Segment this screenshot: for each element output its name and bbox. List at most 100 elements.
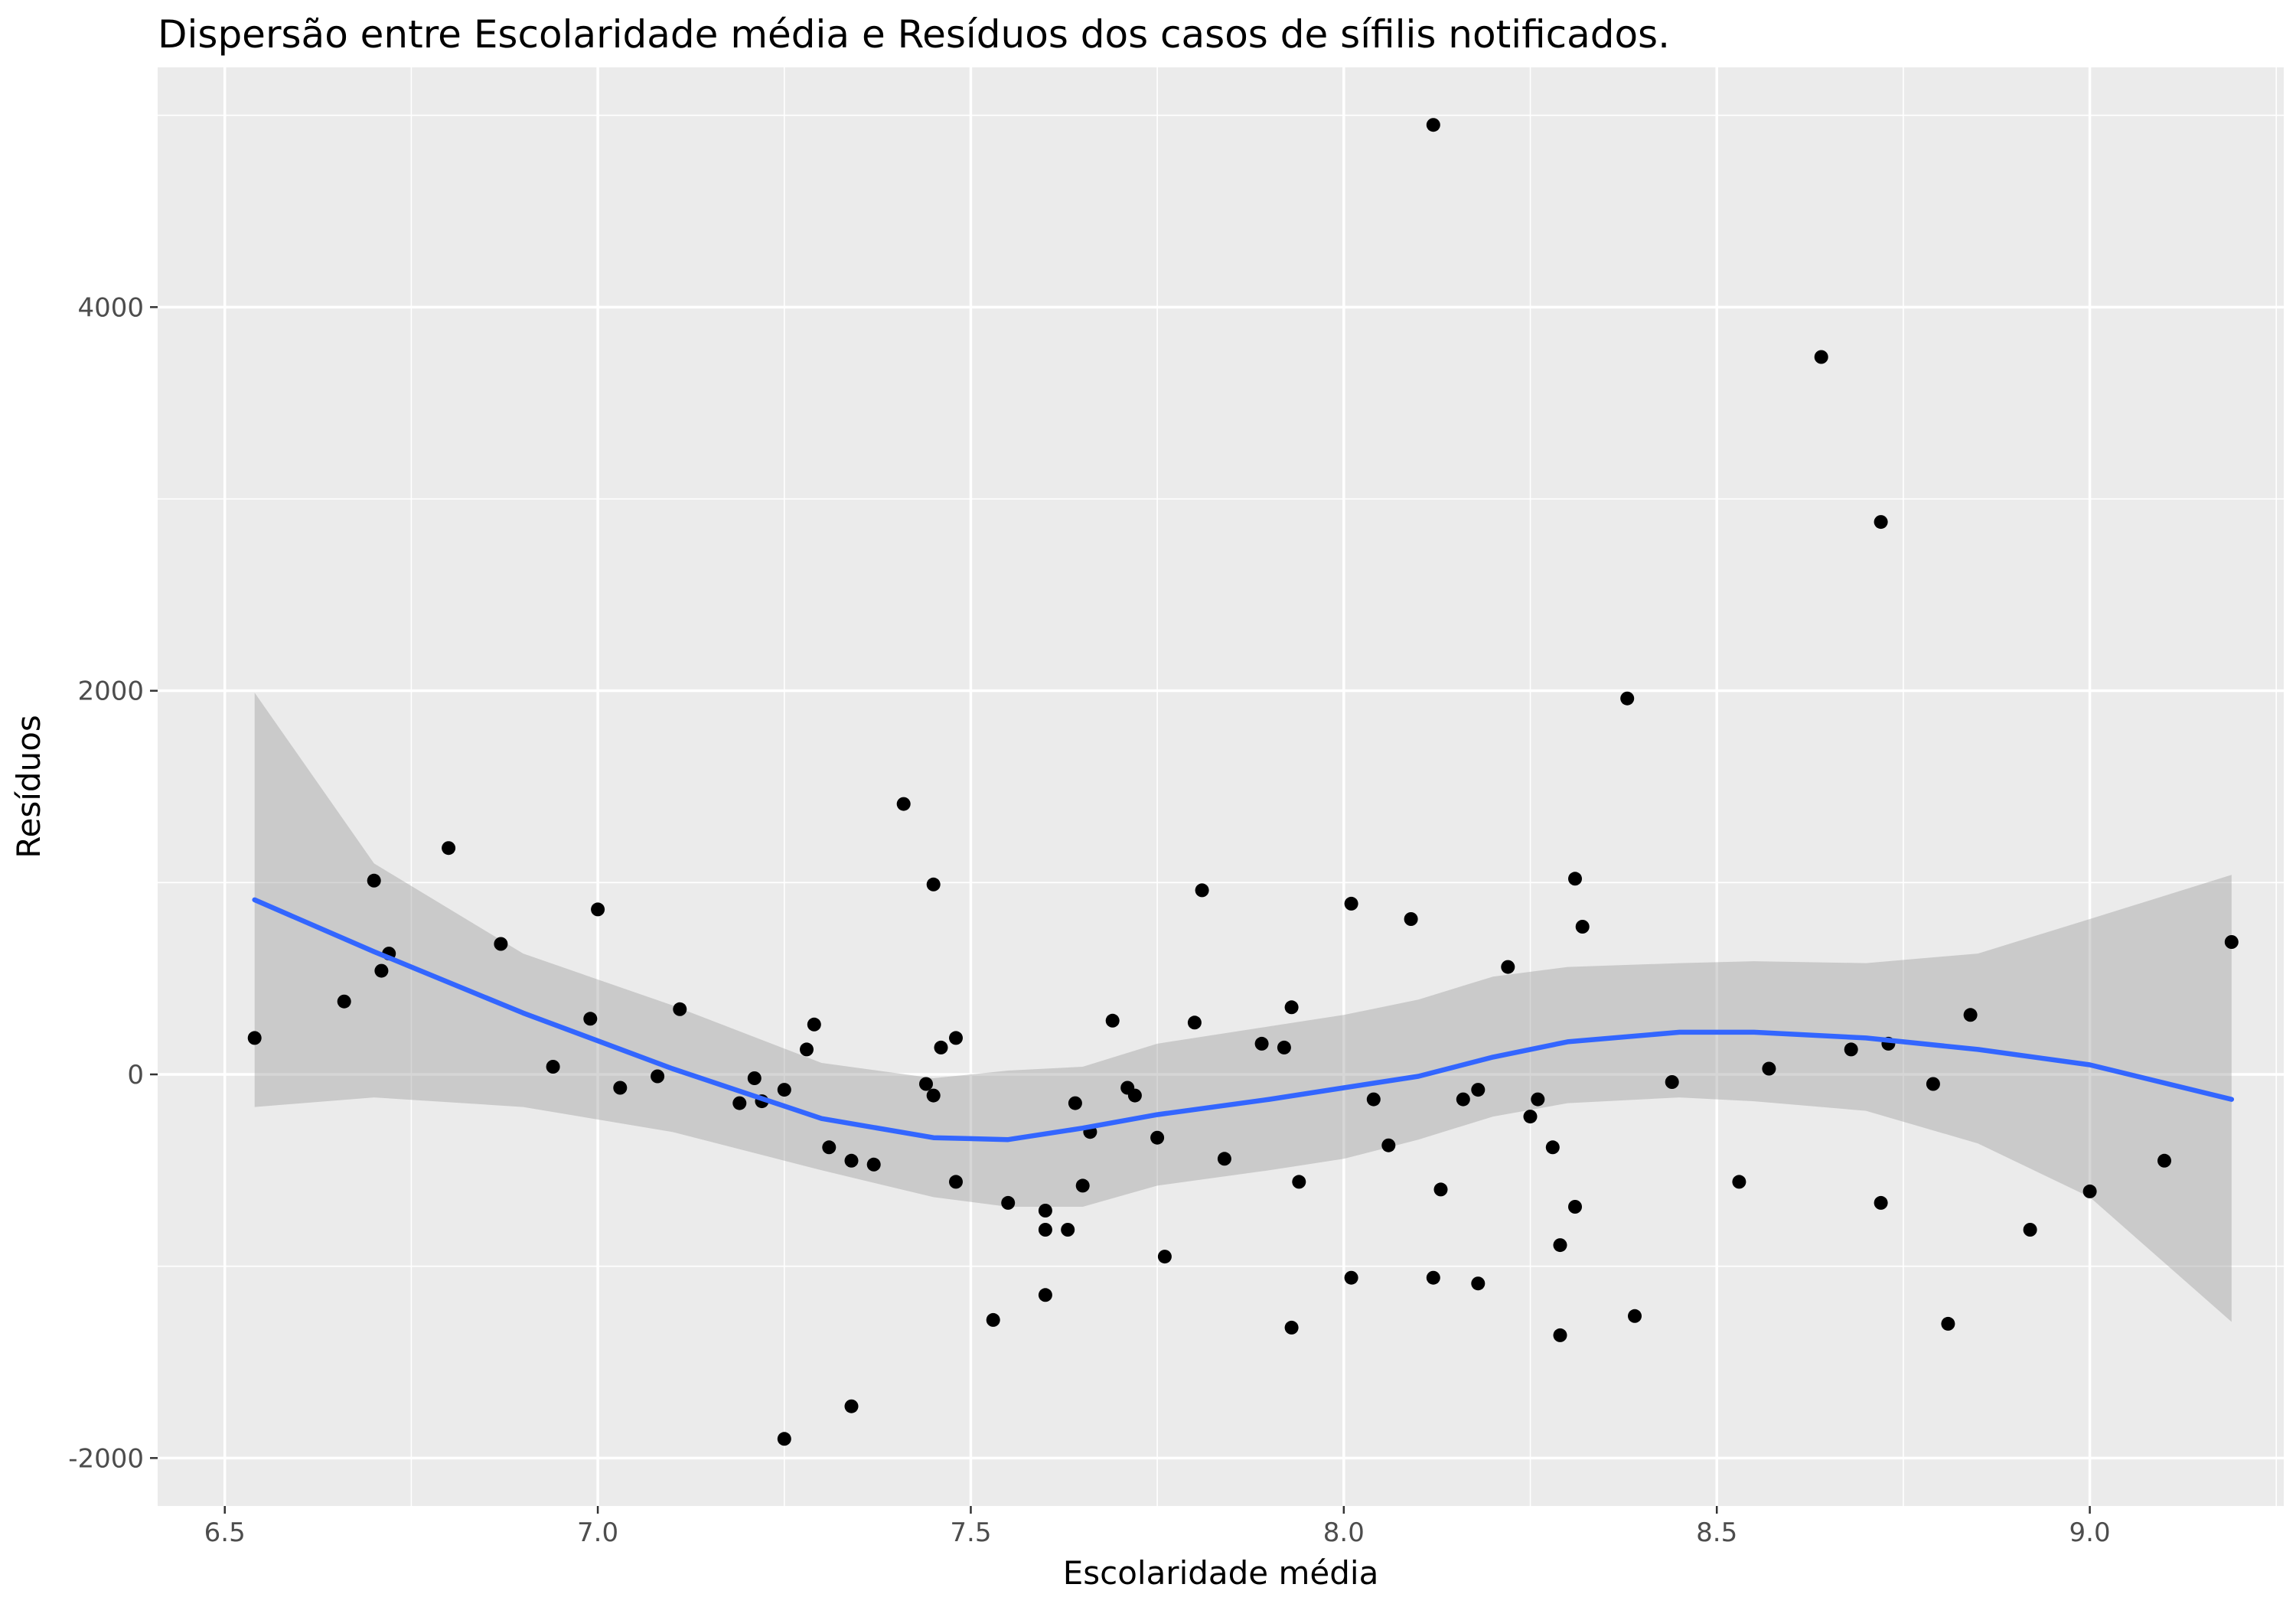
data-point (1523, 1110, 1538, 1124)
data-point (866, 1157, 881, 1172)
data-point (1344, 896, 1358, 911)
data-points-layer (247, 118, 2239, 1446)
data-point (2082, 1184, 2097, 1198)
plot-panel (158, 67, 2284, 1506)
data-point (1038, 1204, 1052, 1217)
data-point (1426, 1270, 1440, 1285)
data-point (1254, 1036, 1269, 1051)
data-point (1366, 1092, 1381, 1107)
data-point (2023, 1223, 2037, 1237)
data-point (1001, 1195, 1016, 1210)
data-point (1075, 1178, 1090, 1193)
data-point (2157, 1153, 2171, 1168)
data-point (1277, 1040, 1291, 1054)
x-tick-label: 8.5 (1696, 1517, 1737, 1548)
data-point (732, 1096, 747, 1110)
data-point (1963, 1008, 1978, 1022)
x-tick-label: 7.0 (577, 1517, 618, 1548)
data-point (777, 1432, 791, 1446)
data-point (1568, 872, 1582, 886)
data-point (1762, 1061, 1776, 1076)
x-tick-label: 8.0 (1323, 1517, 1365, 1548)
data-point (926, 877, 941, 892)
data-point (747, 1071, 762, 1085)
data-point (1217, 1152, 1231, 1166)
data-point (777, 1083, 791, 1097)
chart-title: Dispersão entre Escolaridade média e Res… (158, 12, 1670, 57)
data-point (1284, 1320, 1299, 1335)
data-point (919, 1077, 933, 1091)
data-point (1195, 883, 1209, 898)
data-point (374, 963, 389, 978)
data-point (494, 937, 508, 951)
data-point (1284, 1000, 1299, 1015)
data-point (367, 873, 381, 888)
data-point (1568, 1200, 1582, 1214)
data-point (1105, 1013, 1120, 1028)
data-point (337, 994, 351, 1009)
y-tick-label: -2000 (68, 1443, 144, 1474)
data-point (1038, 1223, 1052, 1237)
data-point (1620, 691, 1635, 706)
data-point (949, 1175, 963, 1189)
data-point (1926, 1077, 1940, 1091)
x-axis-title: Escolaridade média (1063, 1554, 1379, 1592)
data-point (1844, 1042, 1858, 1057)
y-tick-label: 4000 (77, 292, 144, 323)
data-point (247, 1031, 262, 1045)
data-point (896, 797, 911, 811)
data-point (1061, 1223, 1075, 1237)
y-tick-label: 0 (127, 1060, 144, 1090)
x-axis: 6.5 7.0 7.5 8.0 8.5 9.0 (204, 1506, 2111, 1548)
data-point (1471, 1083, 1486, 1097)
data-point (1553, 1328, 1567, 1342)
data-point (1874, 1195, 1888, 1210)
data-point (1404, 912, 1418, 926)
data-point (926, 1088, 941, 1103)
data-point (2224, 935, 2239, 949)
data-point (800, 1042, 814, 1057)
data-point (1471, 1276, 1486, 1291)
data-point (583, 1012, 598, 1026)
data-point (546, 1060, 560, 1074)
data-point (822, 1140, 837, 1155)
data-point (1732, 1175, 1746, 1189)
data-point (673, 1002, 687, 1016)
x-tick-label: 7.5 (950, 1517, 991, 1548)
data-point (1456, 1092, 1470, 1107)
confidence-band (254, 693, 2232, 1322)
major-gridlines (158, 67, 2284, 1506)
data-point (442, 841, 456, 856)
data-point (1665, 1075, 1679, 1089)
data-point (1150, 1130, 1165, 1145)
data-point (1426, 118, 1440, 132)
data-point (1157, 1250, 1172, 1264)
data-point (1433, 1182, 1448, 1197)
data-point (1187, 1015, 1202, 1030)
data-point (1292, 1175, 1306, 1189)
smooth-line (252, 897, 2235, 1143)
x-tick-label: 9.0 (2069, 1517, 2111, 1548)
y-axis: -2000 0 2000 4000 (68, 292, 158, 1474)
data-point (1941, 1316, 1955, 1331)
y-tick-label: 2000 (77, 676, 144, 707)
data-point (1344, 1270, 1358, 1285)
data-point (1381, 1138, 1396, 1152)
data-point (934, 1040, 948, 1054)
data-point (1127, 1088, 1142, 1103)
data-point (651, 1069, 665, 1084)
smooth-line-layer (252, 897, 2235, 1143)
data-point (1874, 515, 1888, 530)
x-tick-label: 6.5 (204, 1517, 246, 1548)
data-point (844, 1153, 859, 1168)
data-point (949, 1031, 963, 1045)
data-point (1531, 1092, 1545, 1107)
data-point (844, 1399, 859, 1413)
confidence-band-layer (254, 693, 2232, 1322)
data-point (1068, 1096, 1082, 1110)
data-point (1628, 1309, 1642, 1323)
data-point (807, 1017, 821, 1032)
data-point (613, 1081, 628, 1095)
data-point (1038, 1288, 1052, 1302)
